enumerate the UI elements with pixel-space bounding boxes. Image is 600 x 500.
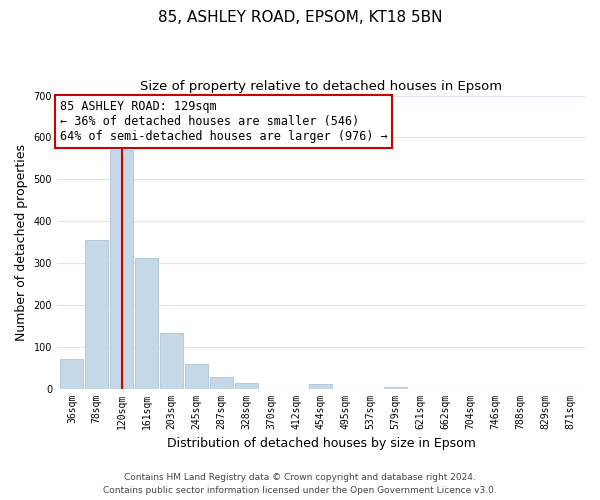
Bar xyxy=(185,364,208,388)
Text: Contains HM Land Registry data © Crown copyright and database right 2024.
Contai: Contains HM Land Registry data © Crown c… xyxy=(103,474,497,495)
Bar xyxy=(85,240,108,388)
Y-axis label: Number of detached properties: Number of detached properties xyxy=(15,144,28,340)
Bar xyxy=(160,333,183,388)
Bar xyxy=(310,384,332,388)
Text: 85, ASHLEY ROAD, EPSOM, KT18 5BN: 85, ASHLEY ROAD, EPSOM, KT18 5BN xyxy=(158,10,442,25)
Title: Size of property relative to detached houses in Epsom: Size of property relative to detached ho… xyxy=(140,80,502,93)
X-axis label: Distribution of detached houses by size in Epsom: Distribution of detached houses by size … xyxy=(167,437,475,450)
Text: 85 ASHLEY ROAD: 129sqm
← 36% of detached houses are smaller (546)
64% of semi-de: 85 ASHLEY ROAD: 129sqm ← 36% of detached… xyxy=(59,100,388,143)
Bar xyxy=(210,378,233,388)
Bar xyxy=(110,150,133,388)
Bar xyxy=(135,258,158,388)
Bar xyxy=(61,360,83,388)
Bar xyxy=(235,382,257,388)
